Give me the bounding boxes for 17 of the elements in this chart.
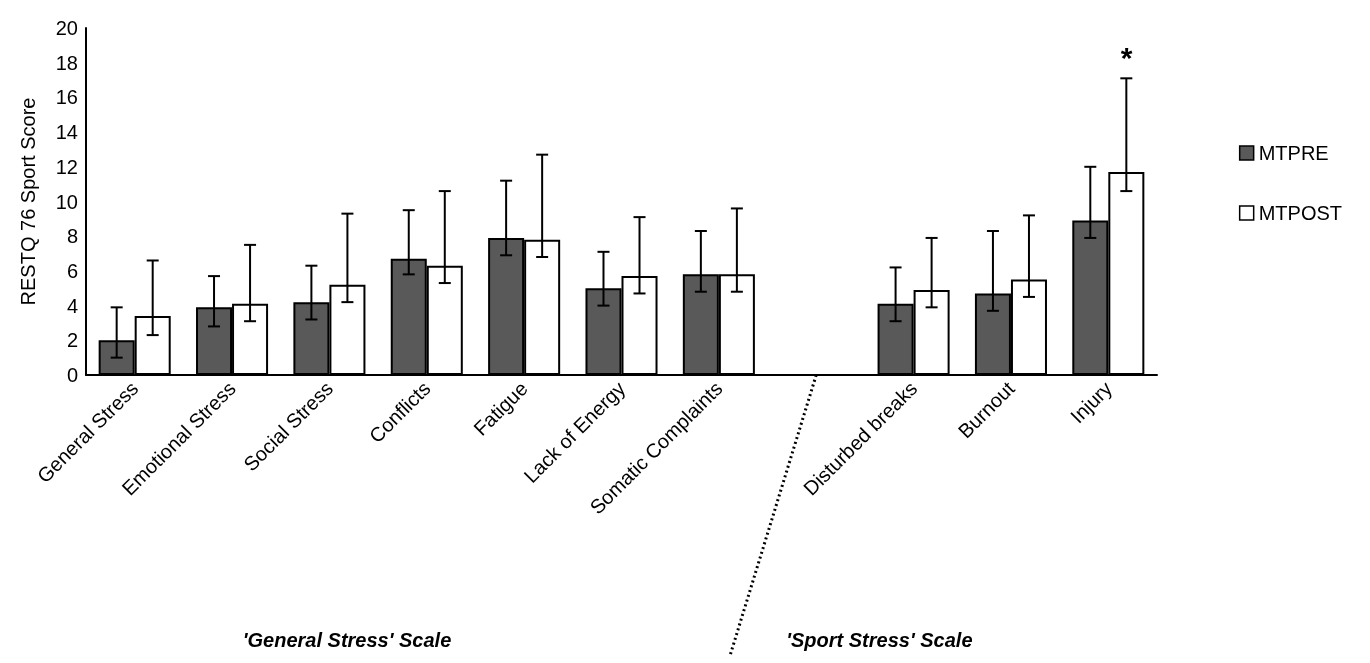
y-tick-label: 14 (55, 121, 78, 144)
y-tick-label: 16 (55, 86, 78, 109)
y-tick-label: 18 (55, 51, 78, 74)
legend-label: MTPOST (1258, 202, 1343, 224)
y-tick-label: 0 (66, 364, 78, 386)
text: 'General Stress' Scale (242, 629, 452, 651)
y-tick-label: 2 (66, 329, 78, 352)
y-tick-label: 6 (66, 259, 78, 282)
y-tick-label: 20 (55, 17, 78, 39)
text: 'Sport Stress' Scale (786, 629, 973, 651)
y-tick-label: 12 (55, 155, 78, 178)
annotation: * (1120, 40, 1133, 74)
y-tick-label: 4 (66, 294, 78, 317)
y-axis-title: RESTQ 76 Sport Score (17, 97, 39, 306)
legend-label: MTPRE (1258, 142, 1329, 164)
y-tick-label: 8 (66, 225, 78, 248)
y-tick-label: 10 (55, 190, 78, 213)
